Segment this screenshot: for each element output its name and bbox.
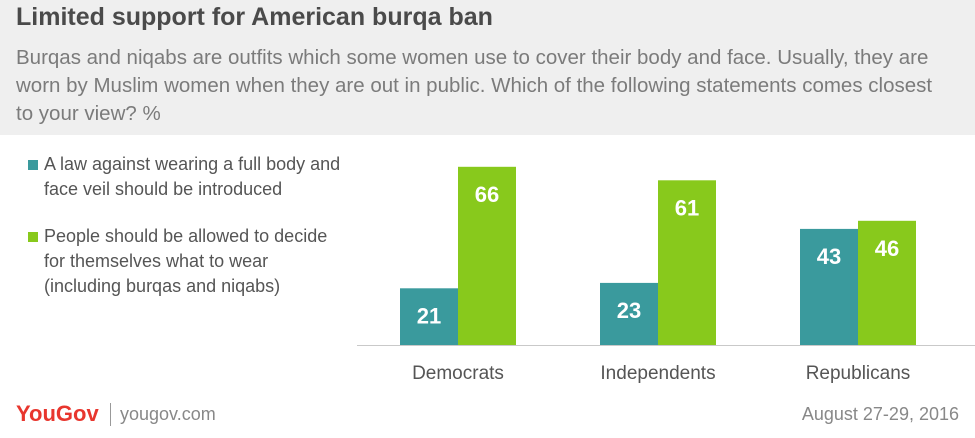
legend-label-ban: A law against wearing a full body and fa… bbox=[44, 154, 341, 199]
legend-swatch-teal bbox=[28, 160, 38, 170]
data-label: 46 bbox=[875, 236, 899, 261]
bar-republicans-allow bbox=[858, 220, 916, 345]
chart-title: Limited support for American burqa ban bbox=[16, 3, 493, 31]
bar-democrats-ban bbox=[400, 288, 458, 345]
footer-divider bbox=[110, 403, 111, 426]
category-label-democrats: Democrats bbox=[412, 363, 504, 384]
footer-date: August 27-29, 2016 bbox=[801, 404, 959, 424]
category-label-republicans: Republicans bbox=[806, 363, 911, 384]
category-label-independents: Independents bbox=[600, 363, 715, 384]
data-label: 61 bbox=[675, 195, 699, 220]
bar-independents-allow bbox=[658, 180, 716, 345]
legend-swatch-green bbox=[28, 232, 38, 242]
legend-label-allow: People should be allowed to decide for t… bbox=[44, 226, 328, 296]
header-band: Limited support for American burqa ban B… bbox=[0, 0, 975, 135]
legend-item-allow: People should be allowed to decide for t… bbox=[28, 224, 348, 299]
footer-site-link[interactable]: yougov.com bbox=[120, 404, 216, 424]
bar-democrats-allow bbox=[458, 166, 516, 345]
data-label: 21 bbox=[417, 303, 441, 328]
data-label: 23 bbox=[617, 298, 641, 323]
data-label: 43 bbox=[817, 244, 841, 269]
legend-item-ban: A law against wearing a full body and fa… bbox=[28, 152, 348, 202]
legend: A law against wearing a full body and fa… bbox=[28, 152, 348, 299]
data-label: 66 bbox=[475, 182, 499, 207]
yougov-logo: YouGov bbox=[16, 401, 99, 426]
bar-chart: 21 66 Democrats 23 61 Independents 43 46 Republi… bbox=[357, 166, 975, 384]
chart-subtitle: Burqas and niqabs are outfits which some… bbox=[16, 46, 933, 125]
bar-republicans-ban bbox=[800, 228, 858, 345]
bar-independents-ban bbox=[600, 282, 658, 345]
